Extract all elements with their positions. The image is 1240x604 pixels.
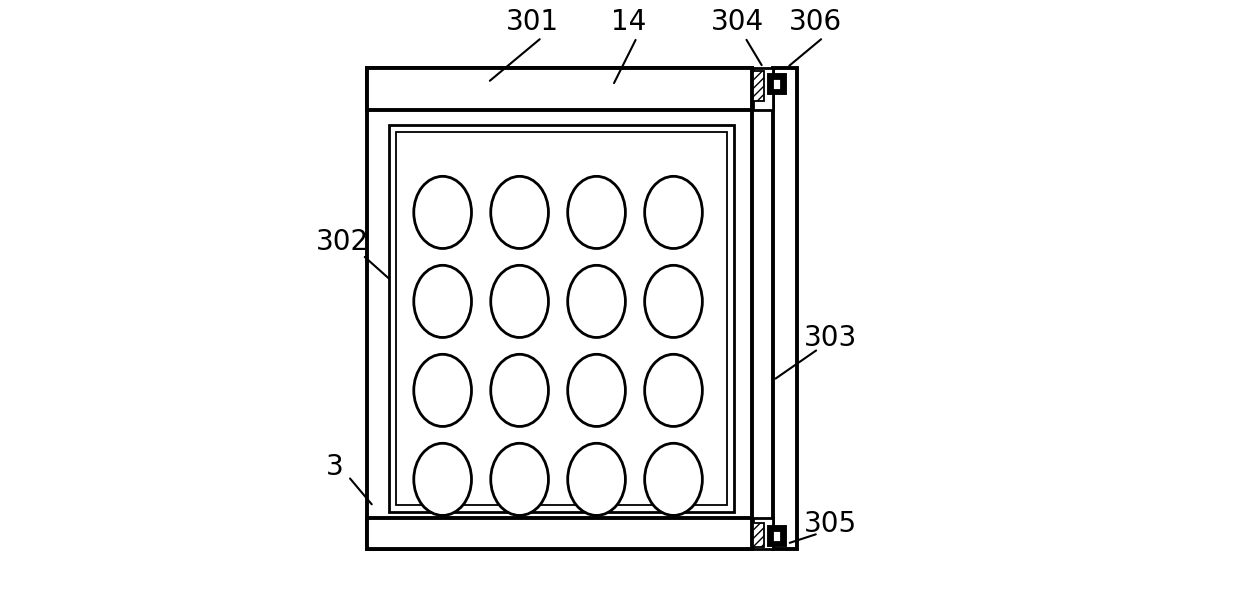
Bar bbox=[769, 76, 785, 94]
Bar bbox=[773, 531, 781, 542]
Bar bbox=[754, 518, 774, 548]
Text: 305: 305 bbox=[804, 510, 857, 538]
Ellipse shape bbox=[491, 355, 548, 426]
Bar bbox=[367, 68, 753, 548]
Ellipse shape bbox=[414, 265, 471, 338]
Text: 302: 302 bbox=[316, 228, 368, 256]
Text: 14: 14 bbox=[611, 8, 646, 36]
Text: 303: 303 bbox=[804, 324, 857, 352]
Ellipse shape bbox=[568, 355, 625, 426]
Ellipse shape bbox=[568, 265, 625, 338]
Bar bbox=[367, 518, 753, 548]
Ellipse shape bbox=[414, 176, 471, 248]
Ellipse shape bbox=[645, 443, 702, 515]
Ellipse shape bbox=[414, 443, 471, 515]
Bar bbox=[754, 71, 764, 101]
Text: 306: 306 bbox=[789, 8, 842, 36]
Bar bbox=[754, 68, 774, 109]
Ellipse shape bbox=[645, 265, 702, 338]
Bar bbox=[754, 522, 764, 547]
Ellipse shape bbox=[491, 176, 548, 248]
Text: 3: 3 bbox=[326, 454, 343, 481]
Ellipse shape bbox=[491, 443, 548, 515]
Bar bbox=[769, 527, 785, 545]
Ellipse shape bbox=[568, 443, 625, 515]
Text: 301: 301 bbox=[506, 8, 559, 36]
Ellipse shape bbox=[491, 265, 548, 338]
Text: 304: 304 bbox=[711, 8, 764, 36]
Bar bbox=[774, 68, 797, 548]
Bar bbox=[388, 124, 734, 512]
Bar bbox=[397, 132, 727, 505]
Ellipse shape bbox=[645, 355, 702, 426]
Bar bbox=[773, 79, 781, 90]
Ellipse shape bbox=[414, 355, 471, 426]
Ellipse shape bbox=[645, 176, 702, 248]
Bar bbox=[367, 68, 753, 109]
Ellipse shape bbox=[568, 176, 625, 248]
